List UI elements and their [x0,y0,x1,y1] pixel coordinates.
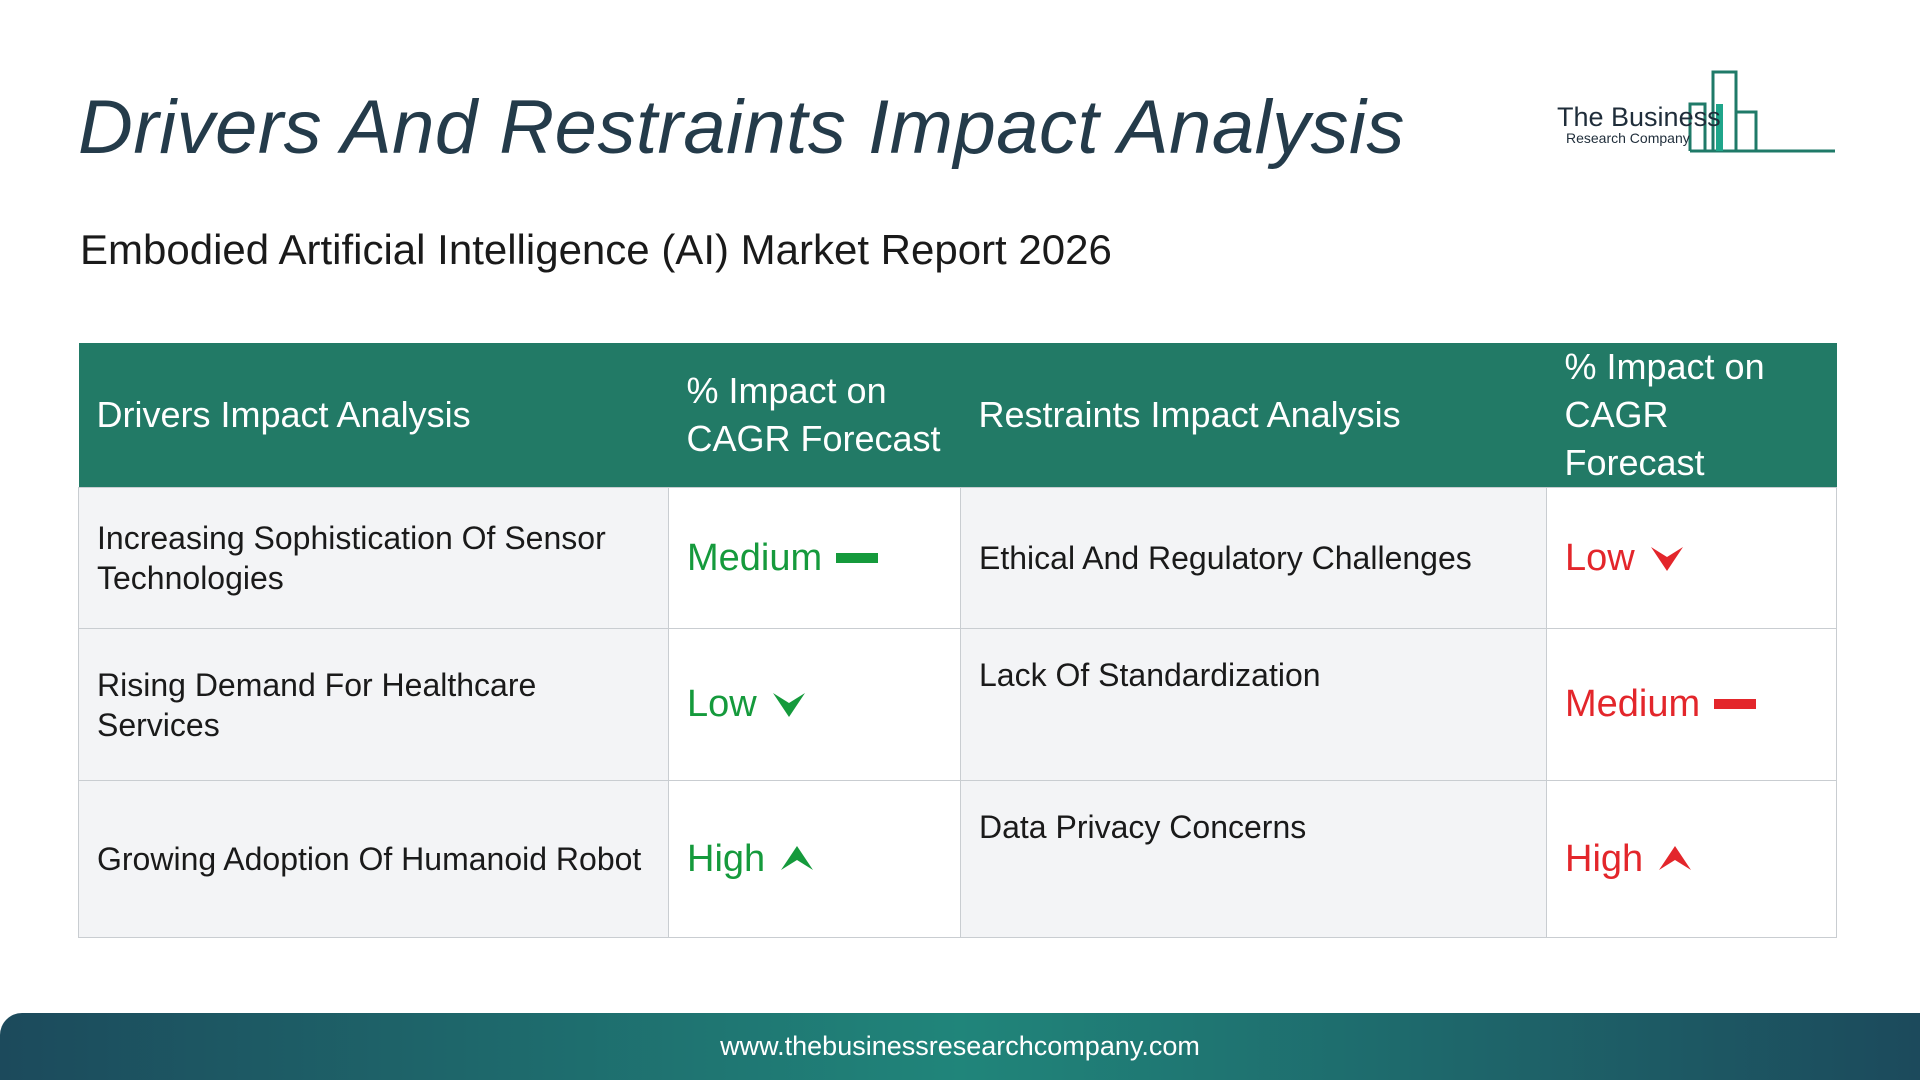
bar-chart-logo-icon [1688,70,1835,153]
chevron-down-icon [1649,543,1685,573]
chevron-up-icon [779,844,815,874]
report-subtitle: Embodied Artificial Intelligence (AI) Ma… [80,226,1112,273]
logo-tagline: Research Company [1566,130,1690,146]
driver-cell: Increasing Sophistication Of Sensor Tech… [78,487,669,629]
impact-level: Low [687,683,757,725]
table-row: Growing Adoption Of Humanoid Robot High … [78,780,1837,938]
table-header-row: Drivers Impact Analysis % Impact on CAGR… [78,343,1837,488]
page-title: Drivers And Restraints Impact Analysis [78,85,1405,170]
logo-name: The Business [1557,102,1721,132]
chevron-up-icon [1657,844,1693,874]
header-restraints: Restraints Impact Analysis [960,343,1547,488]
driver-impact-cell: High [668,780,961,938]
driver-cell: Growing Adoption Of Humanoid Robot [78,780,669,938]
impact-level: Low [1565,536,1635,579]
company-logo: The Business Research Company [1555,66,1835,156]
impact-level: Medium [687,536,823,579]
restraint-impact-cell: High [1546,780,1837,938]
restraint-cell: Data Privacy Concerns [960,780,1547,938]
restraint-cell: Ethical And Regulatory Challenges [960,487,1547,629]
impact-level: Medium [1565,683,1701,725]
table-row: Rising Demand For Healthcare Services Lo… [78,628,1837,781]
header-driver-impact: % Impact on CAGR Forecast [668,343,961,488]
table-row: Increasing Sophistication Of Sensor Tech… [78,487,1837,629]
restraint-impact-cell: Medium [1546,628,1837,781]
impact-table: Drivers Impact Analysis % Impact on CAGR… [78,343,1837,938]
driver-impact-cell: Low [668,628,961,781]
dash-icon [1714,697,1757,711]
footer-website-link[interactable]: www.thebusinessresearchcompany.com [720,1031,1200,1061]
dash-icon [836,551,879,565]
header-restraint-impact: % Impact on CAGR Forecast [1546,343,1837,488]
driver-impact-cell: Medium [668,487,961,629]
impact-level: High [1565,837,1644,880]
impact-level: High [687,837,766,880]
header-drivers: Drivers Impact Analysis [78,343,669,488]
driver-cell: Rising Demand For Healthcare Services [78,628,669,781]
restraint-cell: Lack Of Standardization [960,628,1547,781]
footer-bar: www.thebusinessresearchcompany.com [0,1013,1920,1080]
chevron-down-icon [771,689,807,719]
restraint-impact-cell: Low [1546,487,1837,629]
